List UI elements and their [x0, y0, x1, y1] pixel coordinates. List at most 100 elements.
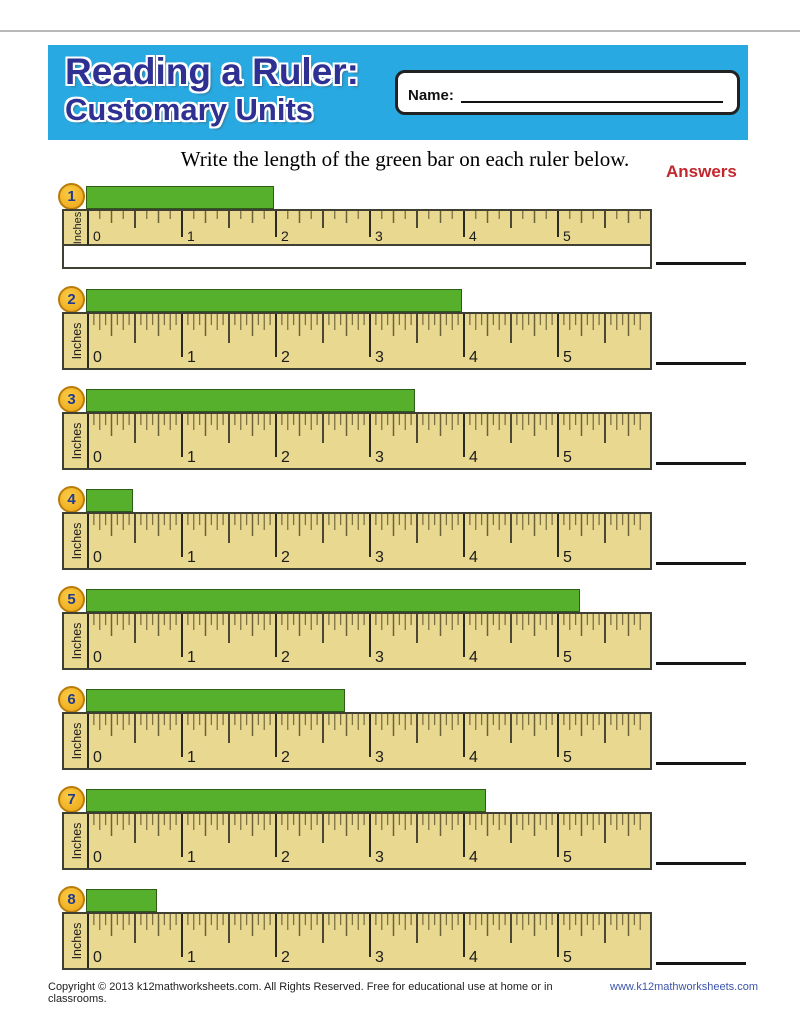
svg-text:3: 3: [375, 649, 384, 666]
green-bar: [86, 589, 580, 612]
problem-number-badge: 1: [58, 183, 85, 210]
problem-row: 1 0 1 2 3 4 5 Inches: [0, 183, 800, 286]
answer-line[interactable]: [656, 962, 746, 965]
problem-number: 8: [67, 891, 76, 908]
svg-text:5: 5: [563, 549, 572, 566]
problem-number: 2: [67, 291, 76, 308]
svg-text:1: 1: [187, 849, 196, 866]
svg-text:5: 5: [563, 228, 571, 244]
instruction-text: Write the length of the green bar on eac…: [180, 147, 630, 171]
svg-text:0: 0: [93, 849, 102, 866]
svg-text:1: 1: [187, 449, 196, 466]
svg-text:1: 1: [187, 949, 196, 966]
svg-text:2: 2: [281, 649, 290, 666]
svg-text:5: 5: [563, 949, 572, 966]
problems-list: 1 0 1 2 3 4 5 Inches 2 0 1 2 3 4 5 Inches 3 0 1 2 3 4 5 In…: [0, 183, 800, 986]
ruler: 0 1 2 3 4 5 Inches: [62, 612, 652, 670]
svg-text:1: 1: [187, 649, 196, 666]
svg-text:3: 3: [375, 228, 383, 244]
header-banner: Reading a Ruler: Customary Units Name:: [48, 45, 748, 140]
svg-text:4: 4: [469, 549, 478, 566]
problem-row: 2 0 1 2 3 4 5 Inches: [0, 286, 800, 386]
svg-text:0: 0: [93, 349, 102, 366]
svg-text:2: 2: [281, 749, 290, 766]
problem-row: 7 0 1 2 3 4 5 Inches: [0, 786, 800, 886]
answer-line[interactable]: [656, 462, 746, 465]
name-box: Name:: [395, 70, 740, 115]
ruler: 0 1 2 3 4 5 Inches: [62, 312, 652, 370]
ruler: 0 1 2 3 4 5 Inches: [62, 412, 652, 470]
answer-line[interactable]: [656, 862, 746, 865]
problem-row: 5 0 1 2 3 4 5 Inches: [0, 586, 800, 686]
svg-text:1: 1: [187, 749, 196, 766]
svg-text:5: 5: [563, 749, 572, 766]
problem-number: 6: [67, 691, 76, 708]
svg-text:5: 5: [563, 449, 572, 466]
green-bar: [86, 489, 133, 512]
svg-text:0: 0: [93, 549, 102, 566]
green-bar: [86, 889, 157, 912]
problem-number: 1: [67, 188, 76, 205]
svg-text:2: 2: [281, 949, 290, 966]
svg-text:2: 2: [281, 849, 290, 866]
svg-text:Inches: Inches: [70, 523, 84, 560]
green-bar: [86, 789, 486, 812]
problem-number: 3: [67, 391, 76, 408]
answer-line[interactable]: [656, 362, 746, 365]
svg-text:0: 0: [93, 949, 102, 966]
svg-text:4: 4: [469, 349, 478, 366]
problem-number-badge: 2: [58, 286, 85, 313]
answer-line[interactable]: [656, 662, 746, 665]
answer-line[interactable]: [656, 262, 746, 265]
problem-number: 4: [67, 491, 76, 508]
svg-text:3: 3: [375, 449, 384, 466]
svg-text:2: 2: [281, 228, 289, 244]
copyright-text: Copyright © 2013 k12mathworksheets.com. …: [48, 981, 553, 1005]
footer: Copyright © 2013 k12mathworksheets.com. …: [48, 981, 758, 1005]
problem-number-badge: 3: [58, 386, 85, 413]
ruler: 0 1 2 3 4 5 Inches: [62, 209, 652, 269]
answer-line[interactable]: [656, 562, 746, 565]
page-top-rule: [0, 30, 800, 32]
svg-text:5: 5: [563, 849, 572, 866]
problem-number-badge: 7: [58, 786, 85, 813]
svg-text:4: 4: [469, 228, 477, 244]
svg-text:3: 3: [375, 349, 384, 366]
svg-text:3: 3: [375, 749, 384, 766]
svg-text:2: 2: [281, 449, 290, 466]
svg-text:Inches: Inches: [70, 723, 84, 760]
problem-row: 8 0 1 2 3 4 5 Inches: [0, 886, 800, 986]
svg-text:4: 4: [469, 949, 478, 966]
svg-text:2: 2: [281, 549, 290, 566]
svg-text:1: 1: [187, 549, 196, 566]
svg-text:Inches: Inches: [72, 211, 84, 244]
name-input-line[interactable]: [460, 99, 723, 103]
ruler: 0 1 2 3 4 5 Inches: [62, 912, 652, 970]
green-bar: [86, 389, 415, 412]
problem-number: 7: [67, 791, 76, 808]
svg-text:Inches: Inches: [70, 623, 84, 660]
svg-text:Inches: Inches: [70, 423, 84, 460]
problem-row: 3 0 1 2 3 4 5 Inches: [0, 386, 800, 486]
svg-text:5: 5: [563, 349, 572, 366]
svg-text:1: 1: [187, 228, 195, 244]
svg-text:Inches: Inches: [70, 823, 84, 860]
problem-row: 4 0 1 2 3 4 5 Inches: [0, 486, 800, 586]
svg-text:4: 4: [469, 849, 478, 866]
svg-text:0: 0: [93, 749, 102, 766]
worksheet-subtitle: Customary Units: [65, 91, 314, 127]
ruler: 0 1 2 3 4 5 Inches: [62, 512, 652, 570]
website-link[interactable]: www.k12mathworksheets.com: [610, 981, 758, 993]
answer-line[interactable]: [656, 762, 746, 765]
svg-text:1: 1: [187, 349, 196, 366]
svg-text:2: 2: [281, 349, 290, 366]
svg-text:0: 0: [93, 228, 101, 244]
answers-heading: Answers: [666, 162, 737, 181]
problem-number-badge: 6: [58, 686, 85, 713]
problem-number-badge: 4: [58, 486, 85, 513]
svg-text:5: 5: [563, 649, 572, 666]
problem-row: 6 0 1 2 3 4 5 Inches: [0, 686, 800, 786]
svg-text:Inches: Inches: [70, 923, 84, 960]
svg-text:3: 3: [375, 949, 384, 966]
